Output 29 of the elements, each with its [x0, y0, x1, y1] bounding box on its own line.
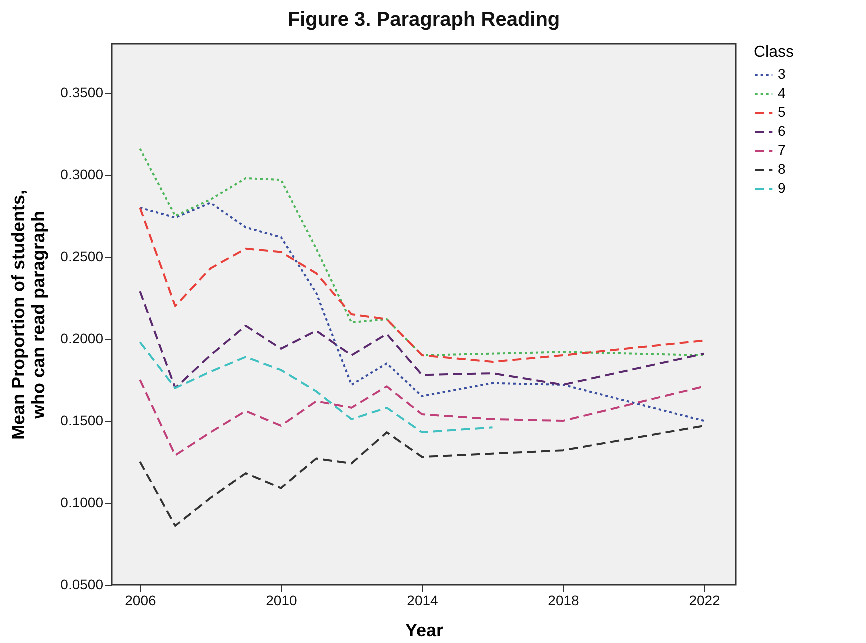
legend-label: 4 [778, 85, 786, 101]
legend-label: 6 [778, 123, 786, 139]
y-tick-label: 0.3000 [60, 166, 104, 183]
y-tick-label: 0.2000 [60, 330, 104, 347]
line-series [139, 202, 706, 422]
legend-label: 9 [778, 180, 786, 196]
legend-label: 8 [778, 161, 786, 177]
line-series [139, 341, 494, 434]
x-tick-label: 2018 [548, 592, 580, 608]
line-series [139, 424, 706, 527]
legend-label: 3 [778, 66, 786, 82]
y-tick-label: 0.1500 [60, 412, 104, 429]
x-tick-label: 2014 [407, 592, 439, 608]
line-series [139, 290, 706, 390]
legend-label: 7 [778, 142, 786, 158]
y-tick-label: 0.0500 [60, 576, 104, 592]
y-tick-label: 0.1000 [60, 494, 104, 511]
line-series [139, 206, 706, 364]
x-tick-label: 2010 [266, 592, 298, 608]
x-axis-title: Year [405, 620, 444, 640]
y-axis-title: Mean Proportion of students, who can read paragraph [8, 190, 49, 440]
legend-label: 5 [778, 104, 786, 120]
x-tick-label: 2022 [689, 592, 721, 608]
y-tick-label: 0.3500 [60, 84, 104, 101]
chart-title: Figure 3. Paragraph Reading [288, 9, 560, 31]
y-tick-label: 0.2500 [60, 248, 104, 265]
legend-title: Class [754, 44, 794, 61]
x-tick-label: 2006 [125, 592, 156, 608]
line-series [139, 148, 706, 356]
